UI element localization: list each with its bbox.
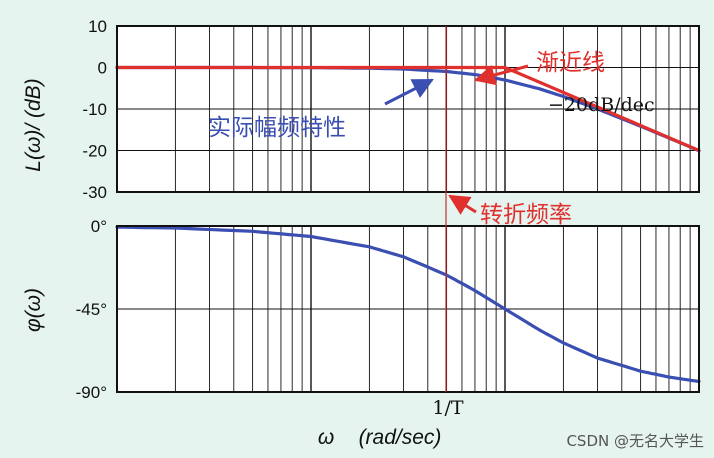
x-axis-omega: ω — [318, 426, 334, 449]
watermark: CSDN @无名大学生 — [566, 432, 704, 450]
phase-ytick-label: -90° — [76, 383, 107, 402]
magnitude-ytick-label: -10 — [82, 100, 107, 119]
annotations: 渐近线 −20dB/dec 实际幅频特性 转折频率 — [208, 50, 655, 228]
x-axis-unit: (rad/sec) — [359, 426, 442, 449]
phase-y-ticks: 0° -45° -90° — [76, 217, 107, 402]
magnitude-series-line-1 — [115, 65, 701, 153]
asymptote-arrow — [473, 64, 529, 86]
phase-grid — [117, 226, 699, 392]
magnitude-frame — [116, 25, 700, 193]
corner-frequency-arrow — [448, 194, 477, 215]
magnitude-grid — [117, 26, 699, 192]
magnitude-ytick-label: 0 — [98, 59, 107, 78]
phase-ytick-label: -45° — [76, 300, 107, 319]
magnitude-ytick-label: -30 — [82, 183, 107, 202]
corner-frequency-annotation: 转折频率 — [480, 202, 572, 228]
phase-ytick-label: 0° — [91, 217, 107, 236]
phase-series-line — [115, 225, 701, 384]
asymptote-annotation: 渐近线 — [536, 50, 605, 76]
xtick-1-over-T: 1/T — [432, 397, 463, 419]
actual-curve-arrow — [384, 78, 434, 106]
magnitude-y-ticks: 10 0 -10 -20 -30 — [82, 17, 107, 202]
phase-ylabel: φ(ω) — [22, 288, 45, 332]
phase-panel: 0° -45° -90° φ(ω) — [22, 217, 701, 402]
magnitude-ylabel: L(ω)/ (dB) — [22, 78, 45, 171]
slope-annotation: −20dB/dec — [548, 94, 655, 116]
magnitude-ytick-label: 10 — [88, 17, 107, 36]
phase-curves — [115, 225, 701, 384]
magnitude-ytick-label: -20 — [82, 142, 107, 161]
actual-curve-annotation: 实际幅频特性 — [208, 115, 346, 141]
magnitude-panel: 10 0 -10 -20 -30 L(ω)/ (dB) — [22, 17, 701, 202]
phase-frame — [116, 225, 700, 393]
